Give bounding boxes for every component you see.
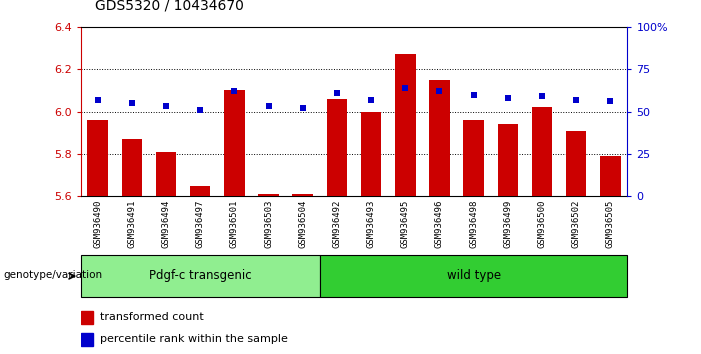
Bar bbox=[122, 139, 142, 196]
Bar bbox=[190, 186, 210, 196]
Text: GSM936504: GSM936504 bbox=[298, 199, 307, 248]
Bar bbox=[361, 112, 381, 196]
Text: GSM936500: GSM936500 bbox=[538, 199, 547, 248]
Bar bbox=[81, 333, 93, 346]
Text: GDS5320 / 10434670: GDS5320 / 10434670 bbox=[95, 0, 243, 12]
Point bbox=[161, 104, 172, 109]
Bar bbox=[258, 194, 279, 196]
Point bbox=[195, 107, 206, 113]
Text: GSM936490: GSM936490 bbox=[93, 199, 102, 248]
Bar bbox=[566, 131, 586, 196]
Bar bbox=[81, 256, 320, 297]
Text: GSM936503: GSM936503 bbox=[264, 199, 273, 248]
Point bbox=[400, 85, 411, 91]
Bar bbox=[463, 120, 484, 196]
Bar bbox=[429, 80, 450, 196]
Text: GSM936492: GSM936492 bbox=[332, 199, 341, 248]
Text: percentile rank within the sample: percentile rank within the sample bbox=[100, 335, 288, 344]
Bar bbox=[320, 256, 627, 297]
Bar bbox=[327, 99, 347, 196]
Text: genotype/variation: genotype/variation bbox=[4, 270, 102, 280]
Point bbox=[297, 105, 308, 111]
Point bbox=[263, 104, 274, 109]
Text: GSM936496: GSM936496 bbox=[435, 199, 444, 248]
Point bbox=[126, 100, 137, 106]
Text: Pdgf-c transgenic: Pdgf-c transgenic bbox=[149, 269, 252, 282]
Bar bbox=[88, 120, 108, 196]
Point bbox=[332, 90, 343, 96]
Text: GSM936493: GSM936493 bbox=[367, 199, 376, 248]
Bar bbox=[81, 311, 93, 324]
Text: wild type: wild type bbox=[447, 269, 501, 282]
Text: GSM936505: GSM936505 bbox=[606, 199, 615, 248]
Bar bbox=[498, 124, 518, 196]
Text: transformed count: transformed count bbox=[100, 312, 204, 322]
Text: GSM936502: GSM936502 bbox=[571, 199, 580, 248]
Text: GSM936499: GSM936499 bbox=[503, 199, 512, 248]
Text: GSM936495: GSM936495 bbox=[401, 199, 410, 248]
Bar bbox=[292, 194, 313, 196]
Point bbox=[92, 97, 103, 102]
Bar bbox=[224, 90, 245, 196]
Point bbox=[434, 88, 445, 94]
Text: GSM936491: GSM936491 bbox=[128, 199, 137, 248]
Text: GSM936494: GSM936494 bbox=[161, 199, 170, 248]
Point bbox=[502, 95, 513, 101]
Text: GSM936498: GSM936498 bbox=[469, 199, 478, 248]
Point bbox=[571, 97, 582, 102]
Bar bbox=[156, 152, 176, 196]
Point bbox=[365, 97, 376, 102]
Bar bbox=[600, 156, 620, 196]
Text: GSM936497: GSM936497 bbox=[196, 199, 205, 248]
Point bbox=[468, 92, 479, 97]
Text: GSM936501: GSM936501 bbox=[230, 199, 239, 248]
Bar bbox=[395, 54, 416, 196]
Point bbox=[605, 98, 616, 104]
Point bbox=[229, 88, 240, 94]
Bar bbox=[531, 107, 552, 196]
Point bbox=[536, 93, 547, 99]
